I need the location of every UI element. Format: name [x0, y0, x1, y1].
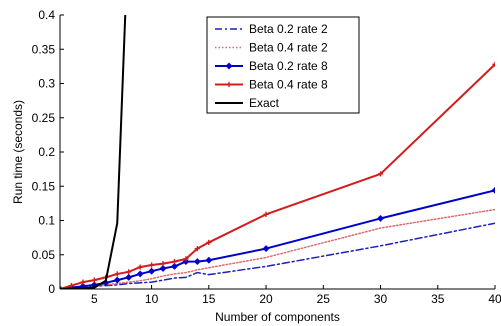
- series-2: [60, 208, 495, 289]
- data-point: [126, 269, 132, 275]
- series-line: [60, 222, 495, 289]
- data-point: [491, 186, 495, 194]
- data-point: [263, 211, 269, 217]
- data-point: [137, 264, 143, 270]
- legend-item: Exact: [215, 96, 280, 110]
- series-line: [60, 15, 127, 289]
- data-point: [376, 214, 385, 222]
- series-5: [60, 15, 127, 289]
- data-point: [136, 270, 144, 278]
- x-tick-label: 20: [259, 292, 273, 306]
- data-point: [113, 276, 121, 284]
- data-point: [148, 267, 156, 275]
- data-point: [114, 271, 120, 277]
- series-line: [60, 189, 495, 289]
- y-tick-label: 0.15: [32, 179, 56, 193]
- data-point: [125, 273, 133, 281]
- series-1: [60, 222, 495, 289]
- data-point: [377, 171, 384, 177]
- data-point: [170, 262, 179, 270]
- data-point: [225, 62, 233, 70]
- data-point: [159, 264, 167, 273]
- y-tick-label: 0.35: [32, 42, 56, 56]
- y-tick-label: 0.25: [32, 111, 56, 125]
- y-tick-label: 0.3: [38, 77, 55, 91]
- data-point: [182, 258, 190, 266]
- data-point: [205, 256, 213, 264]
- y-axis-label: Run time (seconds): [11, 100, 25, 204]
- data-point: [68, 282, 75, 289]
- x-tick-label: 10: [145, 292, 159, 306]
- x-tick-label: 15: [202, 292, 216, 306]
- legend-label: Exact: [249, 96, 280, 110]
- y-tick-label: 0.4: [38, 8, 55, 22]
- y-tick-label: 0.05: [32, 248, 56, 262]
- series-line: [60, 208, 495, 289]
- x-tick-label: 30: [374, 292, 388, 306]
- legend-label: Beta 0.2 rate 8: [249, 59, 328, 73]
- data-point: [194, 245, 200, 252]
- y-tick-label: 0.2: [38, 145, 55, 159]
- legend-item: Beta 0.4 rate 2: [215, 41, 328, 55]
- data-point: [193, 258, 201, 266]
- y-tick-label: 0.1: [38, 214, 55, 228]
- legend-item: Beta 0.4 rate 8: [215, 78, 328, 92]
- data-point: [171, 259, 178, 265]
- data-point: [226, 81, 232, 88]
- plot-area: [60, 15, 495, 289]
- x-tick-label: 25: [317, 292, 331, 306]
- legend: Beta 0.2 rate 2 Beta 0.4 rate 2 Beta 0.2 r…: [206, 16, 360, 114]
- data-point: [262, 245, 270, 253]
- data-point: [183, 256, 189, 262]
- axes: 5 10 15 20 25 30 35 40 0 0.05 0.1 0.15 0.2 0.25 0.3 0.3…: [32, 8, 501, 306]
- data-point: [148, 262, 155, 268]
- x-tick-label: 5: [91, 292, 98, 306]
- x-tick-label: 40: [488, 292, 501, 306]
- x-tick-label: 35: [431, 292, 445, 306]
- legend-label: Beta 0.4 rate 2: [249, 41, 328, 55]
- data-point: [80, 279, 86, 285]
- legend-label: Beta 0.4 rate 8: [249, 78, 328, 92]
- legend-item: Beta 0.2 rate 2: [215, 22, 328, 36]
- y-tick-label: 0: [48, 282, 55, 296]
- data-point: [160, 261, 166, 267]
- data-point: [492, 61, 495, 67]
- data-point: [206, 239, 212, 246]
- legend-item: Beta 0.2 rate 8: [215, 59, 328, 73]
- legend-label: Beta 0.2 rate 2: [249, 22, 328, 36]
- x-axis-label: Number of components: [215, 310, 340, 324]
- series-4: [60, 61, 495, 289]
- series-3: [60, 186, 495, 289]
- data-point: [91, 277, 97, 283]
